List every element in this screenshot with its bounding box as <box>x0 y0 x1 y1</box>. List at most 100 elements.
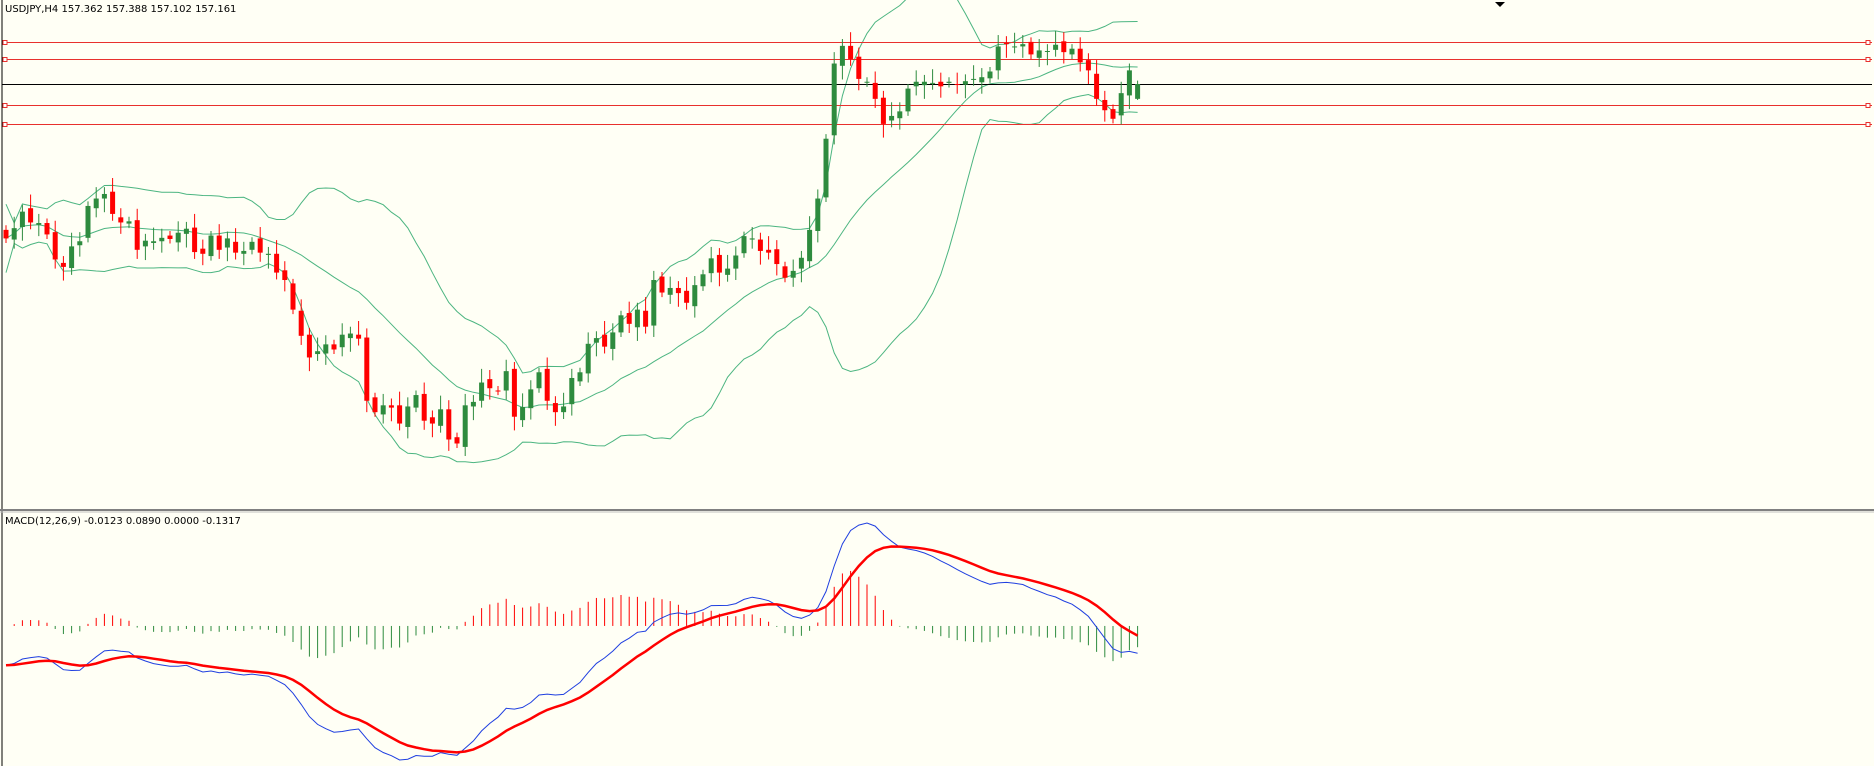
candle <box>364 328 370 413</box>
candle-body <box>905 88 911 112</box>
candle-body <box>503 371 509 391</box>
candle-body <box>782 266 788 278</box>
candle <box>118 208 124 234</box>
candle-body <box>971 78 977 80</box>
candle <box>249 237 255 255</box>
candle <box>1003 36 1009 58</box>
candle <box>823 134 829 202</box>
candle-body <box>561 406 567 413</box>
candle-body <box>397 405 403 424</box>
candle-body <box>1102 99 1108 111</box>
candle <box>77 232 83 257</box>
candle-body <box>659 276 665 293</box>
candle-body <box>1110 109 1116 119</box>
candle-body <box>1135 84 1141 99</box>
candle-body <box>1020 44 1026 47</box>
candle <box>69 232 75 275</box>
candle <box>446 400 452 451</box>
candle-body <box>774 249 780 265</box>
candle-body <box>306 334 312 358</box>
candle-body <box>593 338 599 343</box>
candle-body <box>339 334 345 348</box>
bollinger-upper <box>5 0 1138 374</box>
candle <box>766 236 772 260</box>
macd-signal-line <box>5 545 1139 754</box>
candle-body <box>741 236 747 254</box>
candle <box>798 250 804 283</box>
candle <box>282 261 288 292</box>
candle <box>1102 90 1108 122</box>
candle-body <box>585 343 591 374</box>
candle <box>356 321 362 346</box>
candle <box>429 410 435 438</box>
candle <box>593 331 599 357</box>
candle <box>479 368 485 408</box>
candle-body <box>1003 43 1009 45</box>
candle-body <box>372 397 378 413</box>
candle-body <box>897 111 903 119</box>
horizontal-levels[interactable] <box>2 40 1872 127</box>
candle-body <box>1094 73 1100 99</box>
candle <box>454 432 460 449</box>
candle <box>347 326 353 352</box>
candle-body <box>536 372 542 389</box>
candle-body <box>856 56 862 79</box>
candle <box>839 39 845 80</box>
candle <box>938 72 944 98</box>
candle <box>610 323 616 361</box>
candle-body <box>995 46 1001 71</box>
candle <box>1126 63 1132 110</box>
candle <box>265 246 271 269</box>
candle <box>167 231 173 244</box>
candle <box>954 72 960 94</box>
candle-body <box>766 249 772 253</box>
candle <box>528 380 534 420</box>
candle-body <box>880 97 886 124</box>
candle <box>1094 60 1100 106</box>
candle <box>1085 53 1091 85</box>
candle <box>1053 31 1059 57</box>
candle <box>864 77 870 87</box>
candle <box>36 213 42 237</box>
candle <box>183 221 189 248</box>
candle-body <box>1012 46 1018 48</box>
candle <box>257 227 263 262</box>
candle <box>971 65 977 86</box>
candle <box>511 362 517 431</box>
candle <box>569 368 575 416</box>
candle-body <box>823 138 829 198</box>
level-handle-left-3 <box>2 122 8 127</box>
candle <box>224 231 230 262</box>
candle <box>1061 32 1067 64</box>
candle <box>905 84 911 116</box>
candle-body <box>692 285 698 307</box>
candle-body <box>257 238 263 253</box>
candle <box>44 218 50 239</box>
candle-body <box>938 81 944 87</box>
candle-body <box>438 409 444 426</box>
candle-body <box>388 405 394 408</box>
candle-body <box>1126 70 1132 96</box>
candle-body <box>495 390 501 392</box>
candle-body <box>1028 41 1034 55</box>
candle <box>1077 37 1083 72</box>
candle <box>1118 81 1124 125</box>
candle <box>413 390 419 413</box>
candle <box>692 276 698 318</box>
candle-body <box>60 262 66 267</box>
candle-body <box>848 45 854 59</box>
candle-body <box>757 239 763 251</box>
candle-body <box>110 191 116 214</box>
candle <box>159 228 165 253</box>
candle-body <box>798 257 804 269</box>
main-chart-header: USDJPY,H4 157.362 157.388 157.102 157.16… <box>5 4 236 15</box>
candle-body <box>315 351 321 355</box>
candle <box>520 393 526 427</box>
candle-body <box>921 81 927 86</box>
candle <box>930 69 936 90</box>
candle <box>577 367 583 386</box>
candle <box>388 398 394 422</box>
candle-body <box>979 77 985 83</box>
